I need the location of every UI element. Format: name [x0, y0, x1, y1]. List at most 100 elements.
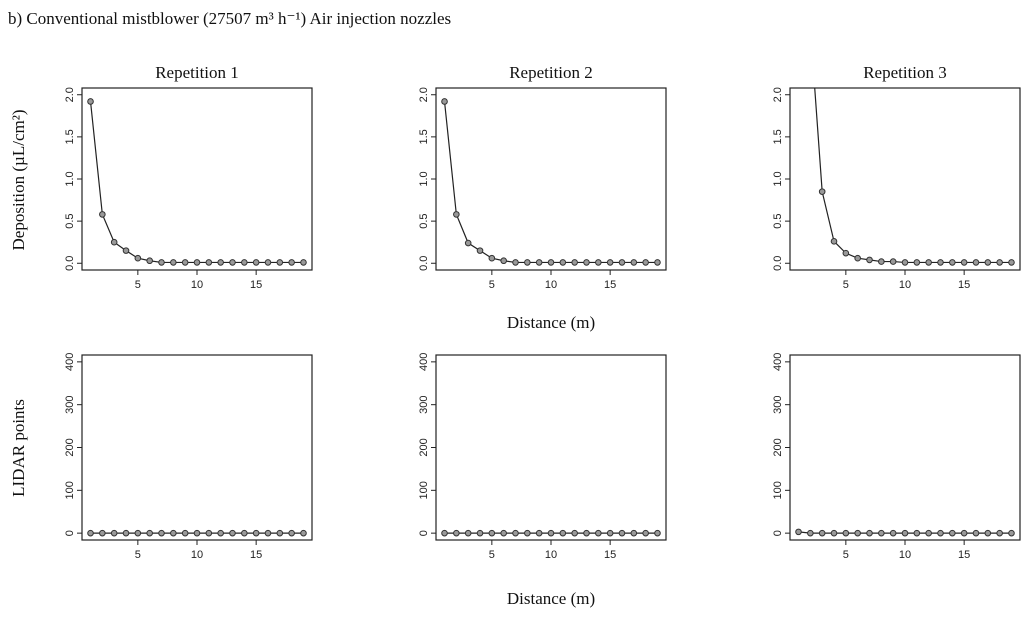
- x-tick-label: 5: [135, 549, 141, 561]
- data-point: [264, 259, 272, 266]
- data-point: [949, 529, 956, 537]
- plot-frame: [81, 354, 313, 541]
- y-tick-label: 0.5: [772, 213, 784, 228]
- data-point: [595, 259, 602, 266]
- plot-area: [441, 529, 661, 537]
- data-point: [288, 529, 295, 537]
- plot-frame: [789, 354, 1021, 541]
- data-point: [606, 529, 614, 537]
- data-point: [889, 258, 897, 265]
- plot-area: [814, 88, 1015, 266]
- data-point: [241, 529, 248, 537]
- x-tick-label: 15: [604, 549, 616, 561]
- data-point: [110, 238, 118, 246]
- data-point: [830, 238, 838, 245]
- data-point: [654, 259, 661, 266]
- data-point: [99, 529, 106, 537]
- x-tick-label: 5: [135, 279, 141, 291]
- data-point: [618, 529, 626, 537]
- data-point: [949, 259, 956, 266]
- data-point: [866, 256, 873, 264]
- x-tick-label: 5: [843, 279, 849, 291]
- x-tick-label: 10: [899, 279, 911, 291]
- plot-frame: [789, 87, 1021, 271]
- plot-area: [441, 98, 661, 266]
- data-point: [276, 259, 284, 266]
- data-point: [583, 529, 590, 537]
- data-point: [464, 239, 472, 247]
- data-point: [476, 529, 484, 537]
- data-point: [134, 529, 142, 537]
- data-point: [984, 529, 992, 537]
- data-point: [583, 259, 590, 266]
- data-point: [818, 188, 826, 195]
- data-point: [158, 529, 165, 537]
- data-point: [559, 259, 567, 266]
- y-tick-label: 100: [772, 481, 784, 499]
- data-point: [99, 211, 106, 218]
- data-point: [158, 259, 165, 266]
- data-point: [795, 528, 802, 536]
- y-tick-label: 1.0: [772, 171, 784, 186]
- data-point: [925, 259, 932, 266]
- data-point: [512, 259, 519, 266]
- x-tick-label: 5: [843, 549, 849, 561]
- data-point: [535, 529, 543, 537]
- figure-title: b) Conventional mistblower (27507 m³ h⁻¹…: [8, 9, 451, 28]
- data-point: [595, 529, 602, 537]
- data-point: [146, 257, 153, 265]
- y-tick-label: 100: [64, 481, 76, 499]
- y-tick-label: 2.0: [418, 87, 430, 102]
- data-point: [441, 98, 448, 105]
- x-tick-label: 10: [191, 549, 203, 561]
- plot-frame: [435, 354, 667, 541]
- data-point: [913, 259, 921, 266]
- data-point: [830, 529, 838, 537]
- y-tick-label: 0.5: [418, 213, 430, 228]
- data-point: [878, 258, 885, 265]
- data-point: [241, 259, 248, 266]
- y-tick-label: 1.5: [64, 129, 76, 144]
- data-point: [300, 259, 307, 266]
- data-point: [205, 529, 213, 537]
- y-tick-label: 0: [772, 530, 784, 536]
- data-point: [1008, 259, 1015, 266]
- data-line: [89, 101, 304, 264]
- data-point: [122, 529, 130, 537]
- data-point: [252, 259, 260, 266]
- x-tick-label: 5: [489, 279, 495, 291]
- data-point: [170, 529, 177, 537]
- data-point: [205, 259, 213, 266]
- data-point: [193, 529, 201, 537]
- data-point: [878, 529, 885, 537]
- x-tick-label: 15: [604, 279, 616, 291]
- data-point: [229, 259, 236, 266]
- y-tick-label: 200: [772, 438, 784, 456]
- y-tick-label: 2.0: [772, 87, 784, 102]
- data-point: [181, 529, 189, 537]
- data-point: [1008, 529, 1015, 537]
- x-tick-label: 15: [250, 549, 262, 561]
- data-point: [547, 259, 555, 266]
- x-tick-label: 15: [958, 279, 970, 291]
- panel-title: Repetition 2: [509, 63, 593, 82]
- y-tick-label: 1.0: [64, 171, 76, 186]
- data-point: [488, 529, 496, 537]
- data-point: [488, 254, 496, 262]
- data-point: [854, 529, 861, 537]
- data-point: [288, 259, 295, 266]
- y-tick-label: 0: [418, 530, 430, 536]
- data-point: [500, 529, 507, 537]
- data-point: [618, 259, 626, 266]
- data-point: [654, 529, 661, 537]
- y-tick-label: 2.0: [64, 87, 76, 102]
- plot-area: [87, 529, 307, 537]
- y-tick-label: 0.5: [64, 213, 76, 228]
- data-point: [441, 529, 448, 537]
- data-point: [170, 259, 177, 266]
- data-point: [535, 259, 543, 266]
- data-point: [984, 259, 992, 266]
- data-line: [443, 101, 658, 264]
- data-point: [972, 529, 980, 537]
